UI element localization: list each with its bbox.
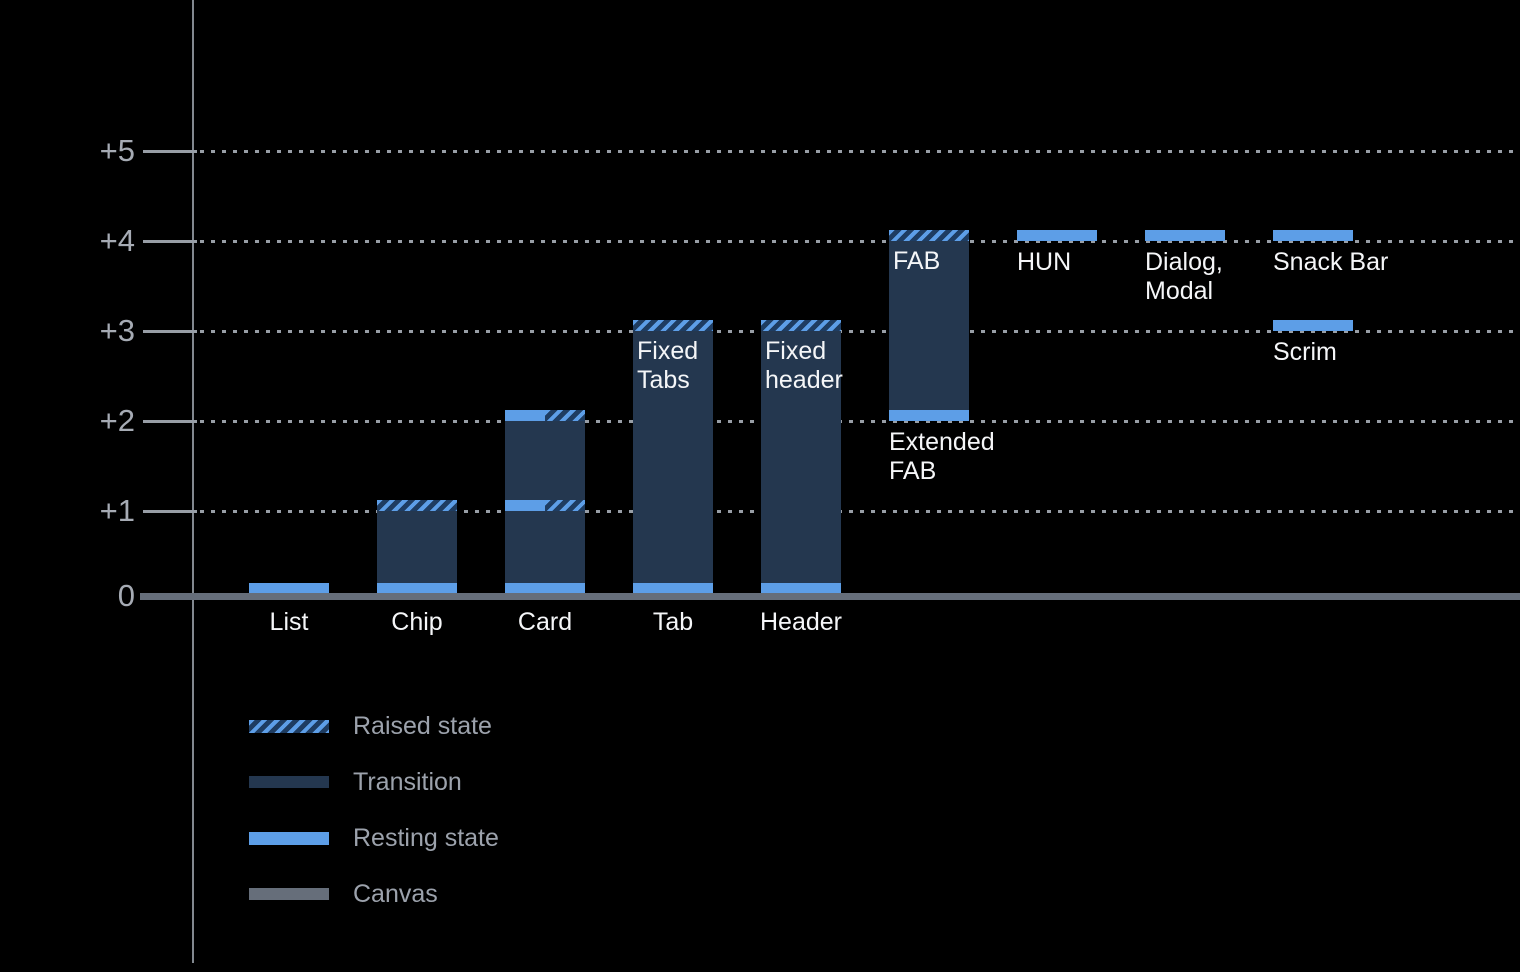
transition-segment	[505, 511, 585, 583]
gridline	[200, 420, 1520, 423]
raised-state-segment	[545, 500, 585, 511]
resting-state-segment	[377, 583, 457, 593]
resting-state-segment	[1017, 230, 1097, 241]
legend-label-resting: Resting state	[353, 824, 499, 852]
component-sub-label-snack-bar: Snack Bar	[1273, 248, 1389, 276]
legend-swatch-transition	[249, 776, 329, 788]
transition-segment	[505, 421, 585, 500]
gridline	[200, 330, 1520, 333]
resting-state-segment	[1273, 230, 1353, 241]
gridline	[200, 240, 1520, 243]
resting-state-segment	[505, 410, 545, 421]
axis-label-plus-1: +1	[99, 493, 135, 528]
gridline	[200, 510, 1520, 513]
gridline	[200, 150, 1520, 153]
raised-state-segment	[377, 500, 457, 511]
legend-label-transition: Transition	[353, 768, 462, 796]
axis-tick	[143, 240, 197, 243]
component-label-header: Header	[760, 608, 842, 636]
axis-tick	[143, 330, 197, 333]
axis-tick	[143, 510, 197, 513]
axis-label-0: 0	[117, 578, 135, 613]
legend-swatch-raised	[249, 719, 329, 733]
axis-label-plus-2: +2	[99, 403, 135, 438]
component-sub-label-scrim: Scrim	[1273, 338, 1337, 366]
canvas-baseline	[140, 593, 1520, 600]
raised-state-segment	[633, 320, 713, 331]
component-sub-label-dialog-modal: Dialog, Modal	[1145, 248, 1223, 305]
raised-state-segment	[761, 320, 841, 331]
component-inner-label-fab: FAB	[893, 247, 941, 275]
component-label-list: List	[269, 608, 309, 636]
transition-segment	[889, 241, 969, 410]
transition-segment	[377, 511, 457, 583]
resting-state-segment	[1145, 230, 1225, 241]
resting-state-segment	[761, 583, 841, 593]
transition-segment	[633, 331, 713, 583]
legend-swatch-canvas	[249, 888, 329, 900]
resting-state-segment	[249, 583, 329, 593]
component-sub-label-fab: Extended FAB	[889, 428, 995, 485]
axis-tick	[143, 150, 197, 153]
resting-state-segment	[1273, 320, 1353, 331]
resting-state-segment	[505, 583, 585, 593]
transition-segment	[761, 331, 841, 583]
resting-state-segment	[889, 410, 969, 421]
component-label-tab: Tab	[652, 608, 694, 636]
legend-label-raised: Raised state	[353, 712, 492, 740]
resting-state-segment	[505, 500, 545, 511]
axis-label-plus-3: +3	[99, 313, 135, 348]
legend-swatch-resting	[249, 831, 329, 845]
component-label-card: Card	[517, 608, 573, 636]
legend-label-canvas: Canvas	[353, 880, 438, 908]
resting-state-segment	[633, 583, 713, 593]
component-inner-label-header: Fixed header	[765, 337, 843, 394]
axis-label-plus-4: +4	[99, 223, 135, 258]
axis-label-plus-5: +5	[99, 133, 135, 168]
component-label-chip: Chip	[391, 608, 443, 636]
component-inner-label-tab: Fixed Tabs	[637, 337, 699, 394]
axis-tick	[143, 420, 197, 423]
raised-state-segment	[545, 410, 585, 421]
component-sub-label-hun: HUN	[1017, 248, 1072, 276]
y-axis-line	[192, 0, 194, 963]
raised-state-segment	[889, 230, 969, 241]
